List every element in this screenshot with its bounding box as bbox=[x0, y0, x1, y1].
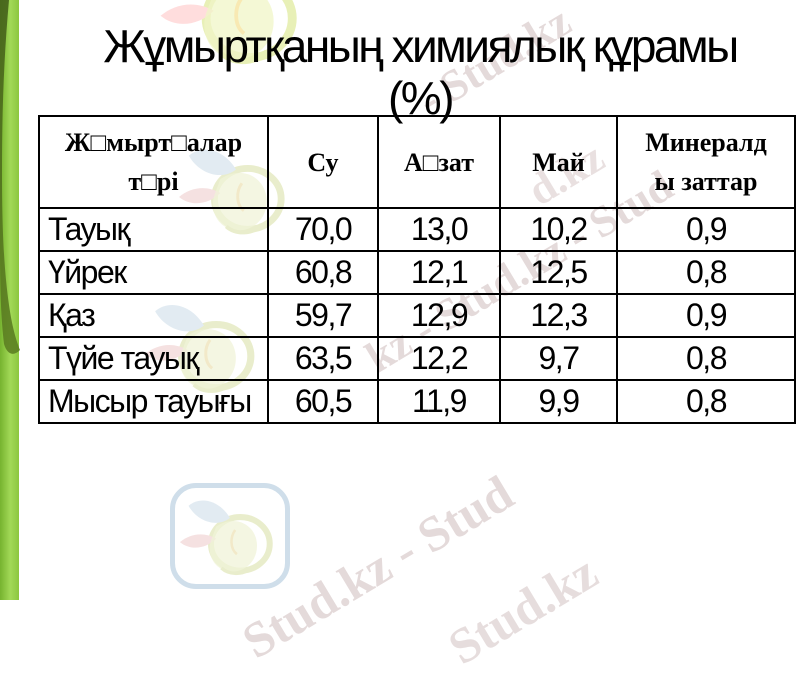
row-value: 0,8 bbox=[616, 336, 796, 381]
watermark-text: Stud.kz bbox=[438, 543, 607, 676]
row-value: 12,9 bbox=[377, 293, 501, 338]
row-label: Қаз bbox=[38, 293, 269, 338]
row-value: 63,5 bbox=[267, 336, 379, 381]
row-value: 60,8 bbox=[267, 250, 379, 295]
stud-logo-badge bbox=[170, 483, 290, 589]
header-row: Ж□мырт□алар т□рі Су А□зат Май Минералд ы зат… bbox=[38, 115, 796, 209]
row-value: 0,8 bbox=[616, 250, 796, 295]
row-value: 0,9 bbox=[616, 293, 796, 338]
table-row: Түйе тауық 63,5 12,2 9,7 0,8 bbox=[38, 336, 796, 381]
row-label: Түйе тауық bbox=[38, 336, 269, 381]
row-label: Мысыр тауығы bbox=[38, 379, 269, 424]
row-value: 70,0 bbox=[267, 207, 379, 252]
row-value: 0,8 bbox=[616, 379, 796, 424]
row-value: 12,2 bbox=[377, 336, 501, 381]
column-header-4: Минералд ы заттар bbox=[616, 115, 796, 209]
green-accent-bar bbox=[0, 0, 20, 600]
row-value: 59,7 bbox=[267, 293, 379, 338]
row-value: 12,1 bbox=[377, 250, 501, 295]
page-title: Жұмыртқаның химиялық құрамы (%) bbox=[45, 20, 795, 124]
page-title-line1: Жұмыртқаның химиялық құрамы bbox=[103, 20, 739, 72]
row-label: Үйрек bbox=[38, 250, 269, 295]
composition-table: Ж□мырт□алар т□рі Су А□зат Май Минералд ы зат… bbox=[38, 115, 796, 424]
row-value: 11,9 bbox=[377, 379, 501, 424]
row-label: Тауық bbox=[38, 207, 269, 252]
row-value: 0,9 bbox=[616, 207, 796, 252]
column-header-3: Май bbox=[499, 115, 618, 209]
row-value: 12,3 bbox=[499, 293, 618, 338]
column-header-2: А□зат bbox=[377, 115, 501, 209]
row-value: 60,5 bbox=[267, 379, 379, 424]
row-value: 13,0 bbox=[377, 207, 501, 252]
column-header-0: Ж□мырт□алар т□рі bbox=[38, 115, 269, 209]
table-row: Үйрек 60,8 12,1 12,5 0,8 bbox=[38, 250, 796, 295]
column-header-1: Су bbox=[267, 115, 379, 209]
row-value: 10,2 bbox=[499, 207, 618, 252]
table-row: Қаз 59,7 12,9 12,3 0,9 bbox=[38, 293, 796, 338]
table-row: Тауық 70,0 13,0 10,2 0,9 bbox=[38, 207, 796, 252]
table-row: Мысыр тауығы 60,5 11,9 9,9 0,8 bbox=[38, 379, 796, 424]
row-value: 12,5 bbox=[499, 250, 618, 295]
row-value: 9,9 bbox=[499, 379, 618, 424]
stud-logo-bird bbox=[178, 492, 282, 587]
row-value: 9,7 bbox=[499, 336, 618, 381]
